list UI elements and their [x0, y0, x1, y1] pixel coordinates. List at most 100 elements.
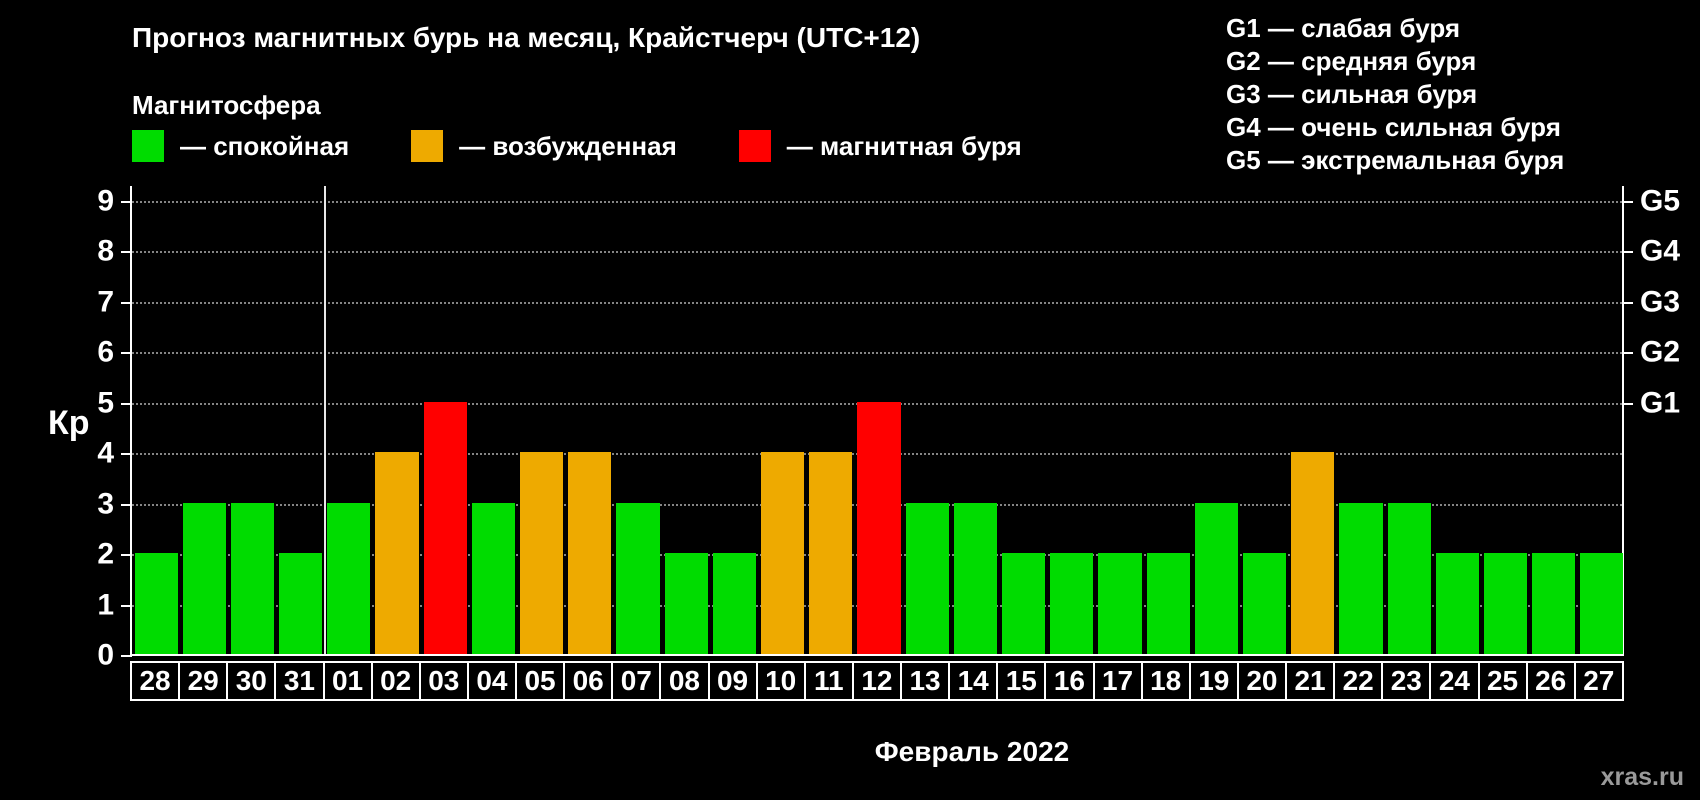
y-axis-tick	[121, 301, 132, 304]
gridline-kp-7	[132, 301, 1622, 304]
y-axis-tick	[121, 201, 132, 203]
y-axis-tick	[121, 503, 132, 506]
day-label-cell: 01	[322, 661, 373, 701]
y-tick-label: 0	[97, 638, 114, 672]
legend-label: — спокойная	[180, 130, 350, 161]
y-axis-tick	[121, 352, 132, 355]
day-label-cell: 19	[1188, 661, 1239, 701]
gridline-kp-9	[132, 201, 1622, 203]
kp-bar-day-11	[809, 452, 853, 654]
kp-bar-day-06	[568, 452, 612, 654]
x-axis-title: Февраль 2022	[874, 736, 1070, 767]
kp-bar-day-08	[664, 553, 708, 654]
day-label-cell: 14	[948, 661, 999, 701]
plot-area: 0 1 2 3 4 5 6 7 8 9 G1 G2 G3 G4 G5	[97, 184, 1680, 671]
kp-bar-day-20	[1242, 553, 1287, 654]
y-tick-label: 3	[97, 486, 114, 520]
day-label-cell: 27	[1573, 661, 1624, 701]
kp-bar-day-05	[520, 452, 564, 654]
legend-label: — возбужденная	[459, 130, 677, 161]
kp-bar-day-22	[1339, 502, 1383, 654]
g-scale-legend: G1 — слабая буря G2 — средняя буря G3 — си…	[1226, 12, 1564, 177]
kp-bar-day-24	[1435, 553, 1479, 654]
magnetosphere-legend: — спокойная — возбужденная — магнитная бур…	[132, 130, 1084, 162]
g-axis-tick	[1622, 201, 1633, 203]
kp-bar-day-21	[1291, 452, 1335, 654]
legend-swatch-quiet	[132, 130, 164, 162]
day-label-cell: 22	[1333, 661, 1384, 701]
day-label-cell: 12	[851, 661, 902, 701]
y-tick-label: 5	[97, 386, 114, 420]
day-label-cell: 23	[1381, 661, 1432, 701]
gridline-kp-6	[132, 352, 1622, 355]
day-label-cell: 21	[1285, 661, 1336, 701]
kp-bar-day-10	[761, 452, 805, 654]
kp-bar-day-12	[857, 401, 901, 654]
day-label-cell: 07	[611, 661, 662, 701]
gridline-kp-8	[132, 251, 1622, 254]
legend-swatch-storm	[738, 130, 771, 162]
legend-item-storm: — магнитная буря	[738, 130, 1022, 162]
day-label-cell: 20	[1236, 661, 1287, 701]
kp-bar-day-23	[1387, 502, 1431, 654]
day-label-cell: 03	[418, 661, 469, 701]
kp-bar-day-01	[327, 502, 371, 654]
page-title: Прогноз магнитных бурь на месяц, Крайстч…	[132, 22, 921, 53]
g-tick-label-g5: G5	[1640, 184, 1681, 218]
g-legend-line: G1 — слабая буря	[1226, 13, 1461, 43]
g-legend-line: G3 — сильная буря	[1226, 79, 1478, 109]
day-axis: 28 29 30 31 01 02 03 04 05 06 07 08 09 10 11 12 13 14 15 16…	[130, 661, 1624, 701]
day-label-cell: 11	[803, 661, 854, 701]
day-label-cell: 08	[659, 661, 710, 701]
day-label-cell: 31	[274, 661, 325, 701]
day-label-cell: 04	[466, 661, 517, 701]
kp-bar-day-30	[230, 502, 275, 654]
legend-item-quiet: — спокойная	[132, 130, 349, 162]
g-axis-tick	[1622, 251, 1633, 254]
y-axis-tick	[121, 604, 132, 607]
day-label-cell: 18	[1140, 661, 1191, 701]
kp-bar-day-17	[1098, 553, 1142, 654]
y-axis-tick	[121, 402, 132, 405]
day-label-cell: 29	[178, 661, 229, 701]
y-axis-title: Кp	[48, 404, 90, 442]
kp-bar-day-09	[712, 553, 756, 654]
kp-bar-day-04	[471, 502, 516, 654]
day-label-cell: 17	[1092, 661, 1143, 701]
day-label-cell: 16	[1044, 661, 1095, 701]
kp-bar-day-02	[375, 452, 419, 654]
day-label-cell: 06	[563, 661, 614, 701]
legend-item-excited: — возбужденная	[411, 130, 677, 162]
y-tick-label: 6	[97, 335, 114, 369]
kp-bar-day-07	[616, 502, 660, 654]
kp-bar-day-03	[423, 401, 467, 654]
kp-bar-day-28	[134, 553, 178, 654]
day-label-cell: 13	[900, 661, 951, 701]
g-legend-line: G4 — очень сильная буря	[1226, 112, 1561, 142]
g-legend-line: G5 — экстремальная буря	[1226, 145, 1565, 175]
kp-bar-day-18	[1146, 553, 1190, 654]
y-axis-tick	[121, 251, 132, 254]
day-label-cell: 25	[1477, 661, 1528, 701]
day-label-cell: 24	[1429, 661, 1480, 701]
kp-bar-day-16	[1050, 553, 1094, 654]
y-axis-tick	[121, 554, 132, 557]
legend-label: — магнитная буря	[786, 130, 1022, 161]
day-label-cell: 05	[515, 661, 566, 701]
g-tick-label-g3: G3	[1640, 285, 1681, 319]
watermark: xras.ru	[1600, 763, 1684, 791]
day-label-cell: 10	[755, 661, 806, 701]
g-tick-label-g4: G4	[1640, 234, 1681, 268]
y-tick-label: 1	[97, 587, 114, 621]
g-axis-tick	[1622, 402, 1633, 405]
g-legend-line: G2 — средняя буря	[1226, 46, 1477, 76]
day-label-cell: 02	[370, 661, 421, 701]
day-label-cell: 28	[130, 661, 181, 701]
kp-bar-day-26	[1532, 553, 1576, 654]
y-tick-label: 9	[97, 184, 114, 218]
g-axis-tick	[1622, 352, 1633, 355]
g-tick-label-g1: G1	[1640, 386, 1681, 420]
kp-bar-day-29	[182, 502, 226, 654]
kp-bar-day-25	[1483, 553, 1528, 654]
